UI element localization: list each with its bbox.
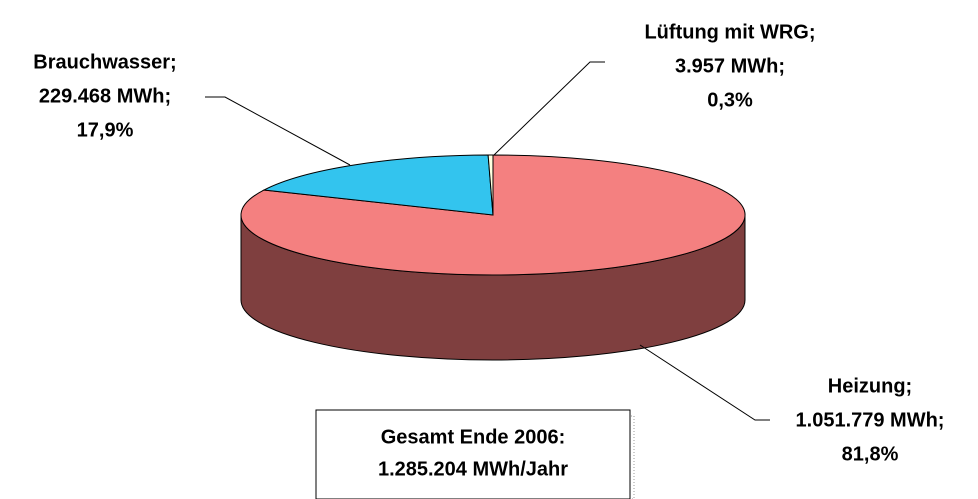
leader-line — [493, 61, 605, 156]
label-percent: 0,3% — [707, 89, 753, 111]
label-category: Brauchwasser; — [33, 51, 176, 73]
label-percent: 81,8% — [842, 443, 899, 465]
label-category: Lüftung mit WRG; — [644, 21, 815, 43]
annotation: 1.285.204 MWh/Jahr — [378, 458, 568, 480]
slice — [262, 154, 494, 216]
slice — [487, 154, 494, 216]
annotation: Gesamt Ende 2006: — [381, 426, 566, 448]
label-percent: 17,9% — [77, 119, 134, 141]
leader-line — [205, 96, 351, 166]
annotation-box — [315, 409, 631, 499]
label-category: Heizung; — [828, 375, 912, 397]
leader-line — [639, 344, 770, 421]
label-value: 229.468 MWh; — [39, 85, 171, 107]
label-value: 1.051.779 MWh; — [796, 409, 945, 431]
label-value: 3.957 MWh; — [675, 55, 785, 77]
